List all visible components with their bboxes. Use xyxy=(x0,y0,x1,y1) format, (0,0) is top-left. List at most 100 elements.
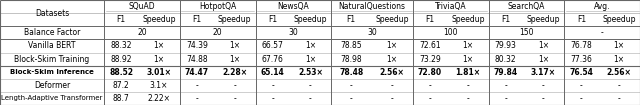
Text: 1×: 1× xyxy=(614,55,625,64)
Text: 72.61: 72.61 xyxy=(419,41,441,50)
Text: Vanilla BERT: Vanilla BERT xyxy=(28,41,76,50)
Text: 76.78: 76.78 xyxy=(570,41,592,50)
Text: -: - xyxy=(271,94,274,103)
Text: 1×: 1× xyxy=(229,55,240,64)
Text: -: - xyxy=(429,94,431,103)
Text: 1.81×: 1.81× xyxy=(455,68,481,77)
Text: 74.47: 74.47 xyxy=(185,68,209,77)
Text: F1: F1 xyxy=(268,15,277,24)
Text: Avg.: Avg. xyxy=(594,2,611,11)
Text: Speedup: Speedup xyxy=(451,15,484,24)
Text: 150: 150 xyxy=(519,28,534,37)
Text: 66.57: 66.57 xyxy=(262,41,284,50)
Text: -: - xyxy=(350,94,353,103)
Text: 2.56×: 2.56× xyxy=(380,68,404,77)
Text: -: - xyxy=(542,94,545,103)
Text: -: - xyxy=(234,81,236,90)
Text: 65.14: 65.14 xyxy=(260,68,284,77)
Text: 73.29: 73.29 xyxy=(419,55,441,64)
Text: F1: F1 xyxy=(347,15,356,24)
Text: -: - xyxy=(309,81,312,90)
Text: F1: F1 xyxy=(501,15,510,24)
Text: 20: 20 xyxy=(213,28,223,37)
Text: 1×: 1× xyxy=(538,41,549,50)
Text: -: - xyxy=(504,81,507,90)
Text: 87.2: 87.2 xyxy=(113,81,129,90)
Text: F1: F1 xyxy=(116,15,126,24)
Text: 88.7: 88.7 xyxy=(113,94,129,103)
Text: Speedup: Speedup xyxy=(142,15,176,24)
Text: Speedup: Speedup xyxy=(527,15,560,24)
Text: 80.32: 80.32 xyxy=(495,55,516,64)
Text: 88.32: 88.32 xyxy=(111,41,132,50)
Text: Speedup: Speedup xyxy=(602,15,636,24)
Text: 1×: 1× xyxy=(387,41,397,50)
Text: Deformer: Deformer xyxy=(34,81,70,90)
Text: -: - xyxy=(350,81,353,90)
Text: -: - xyxy=(618,94,621,103)
Text: HotpotQA: HotpotQA xyxy=(199,2,236,11)
Text: -: - xyxy=(429,81,431,90)
Text: -: - xyxy=(309,94,312,103)
Text: Block-Skim Training: Block-Skim Training xyxy=(15,55,90,64)
Text: SearchQA: SearchQA xyxy=(508,2,545,11)
Text: Balance Factor: Balance Factor xyxy=(24,28,80,37)
Text: 72.80: 72.80 xyxy=(418,68,442,77)
Text: Datasets: Datasets xyxy=(35,9,69,18)
Text: 1×: 1× xyxy=(462,41,474,50)
Text: -: - xyxy=(504,94,507,103)
Text: 30: 30 xyxy=(289,28,298,37)
Text: 79.93: 79.93 xyxy=(495,41,516,50)
Text: 78.85: 78.85 xyxy=(340,41,362,50)
Text: -: - xyxy=(601,28,604,37)
Text: 100: 100 xyxy=(444,28,458,37)
Text: NaturalQuestions: NaturalQuestions xyxy=(339,2,406,11)
Text: 88.92: 88.92 xyxy=(111,55,132,64)
Text: -: - xyxy=(271,81,274,90)
Text: 1×: 1× xyxy=(154,41,164,50)
Text: 2.22×: 2.22× xyxy=(148,94,170,103)
Text: TriviaQA: TriviaQA xyxy=(435,2,467,11)
Text: 74.88: 74.88 xyxy=(186,55,207,64)
Text: -: - xyxy=(391,94,394,103)
Text: 1×: 1× xyxy=(305,55,316,64)
Text: 20: 20 xyxy=(137,28,147,37)
Text: 30: 30 xyxy=(367,28,377,37)
Text: NewsQA: NewsQA xyxy=(278,2,309,11)
Text: F1: F1 xyxy=(192,15,202,24)
Text: F1: F1 xyxy=(426,15,435,24)
Text: -: - xyxy=(195,94,198,103)
Text: 1×: 1× xyxy=(462,55,474,64)
Text: Length-Adaptive Transformer: Length-Adaptive Transformer xyxy=(1,95,103,101)
Text: -: - xyxy=(391,81,394,90)
Text: -: - xyxy=(467,94,469,103)
Text: Speedup: Speedup xyxy=(376,15,409,24)
Text: 2.56×: 2.56× xyxy=(607,68,632,77)
Text: -: - xyxy=(195,81,198,90)
Text: -: - xyxy=(618,81,621,90)
Text: 1×: 1× xyxy=(229,41,240,50)
Text: -: - xyxy=(542,81,545,90)
Text: SQuAD: SQuAD xyxy=(129,2,156,11)
Text: 2.28×: 2.28× xyxy=(222,68,247,77)
Text: F1: F1 xyxy=(577,15,586,24)
Text: 1×: 1× xyxy=(305,41,316,50)
Text: -: - xyxy=(234,94,236,103)
Text: 77.36: 77.36 xyxy=(570,55,592,64)
Text: 3.17×: 3.17× xyxy=(531,68,556,77)
Text: 1×: 1× xyxy=(154,55,164,64)
Text: 78.98: 78.98 xyxy=(340,55,362,64)
Text: 2.53×: 2.53× xyxy=(298,68,323,77)
Text: Block-Skim Inference: Block-Skim Inference xyxy=(10,69,94,75)
Text: Speedup: Speedup xyxy=(218,15,252,24)
Text: 3.1×: 3.1× xyxy=(150,81,168,90)
Text: 79.84: 79.84 xyxy=(493,68,518,77)
Text: Speedup: Speedup xyxy=(294,15,327,24)
Text: 1×: 1× xyxy=(538,55,549,64)
Text: 74.39: 74.39 xyxy=(186,41,208,50)
Text: -: - xyxy=(580,81,582,90)
Text: 1×: 1× xyxy=(387,55,397,64)
Text: 78.48: 78.48 xyxy=(339,68,364,77)
Text: 88.52: 88.52 xyxy=(109,68,133,77)
Text: -: - xyxy=(467,81,469,90)
